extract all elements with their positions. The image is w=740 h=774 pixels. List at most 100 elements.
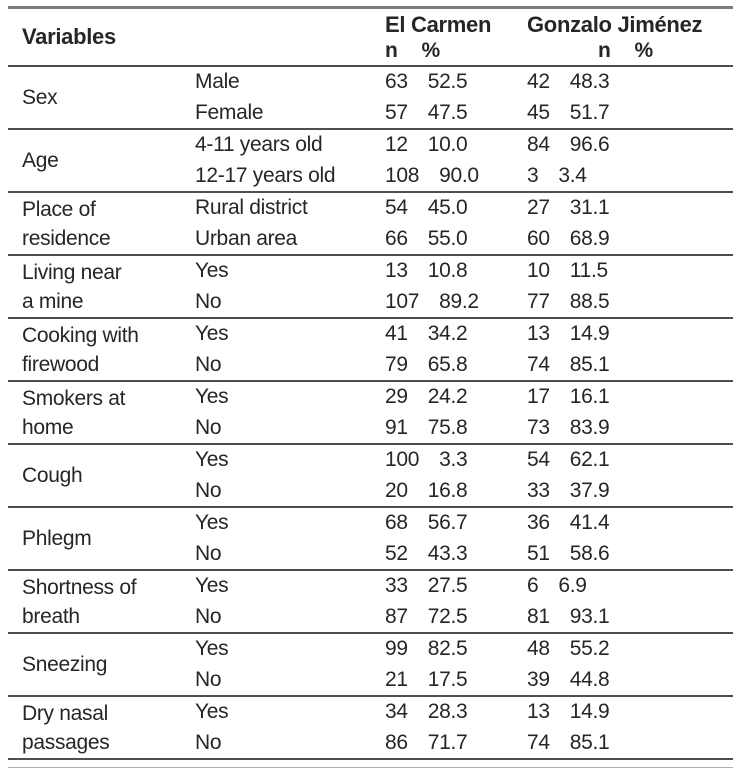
el-carmen-n-value: 57 [385,100,408,124]
variable-group: Sneezing Yes 99 82.5 48 55.2 No 21 17.5 39 44.8 [6,634,735,695]
category-cell: Yes [195,700,229,724]
table-row: No 21 17.5 39 44.8 [195,665,735,696]
header-gonzalo-jimenez-title: Gonzalo Jiménez [527,12,703,37]
gonzalo-jimenez-n-value: 33 [527,478,550,502]
category-cell: Yes [195,637,229,661]
category-cell: No [195,730,222,754]
gonzalo-jimenez-n-value: 77 [527,289,550,313]
variable-group: Shortness of breath Yes 33 27.5 6 6.9 No 87 72.5 8… [6,571,735,632]
el-carmen-cell: 108 90.0 [385,164,527,188]
el-carmen-pct-value: 3.3 [439,448,468,472]
variable-label-line: Sex [22,86,58,109]
table-header-row: Variables El Carmen n % Gonzalo Jiménez … [6,9,735,65]
gonzalo-jimenez-pct-value: 58.6 [569,541,610,565]
el-carmen-pct-value: 24.2 [427,385,468,409]
variable-group-rows: Yes 99 82.5 48 55.2 No 21 17.5 39 44.8 [195,634,735,695]
gonzalo-jimenez-n-value: 48 [527,637,550,661]
gonzalo-jimenez-pct-value: 83.9 [569,415,610,439]
table-row: No 20 16.8 33 37.9 [195,476,735,507]
gonzalo-jimenez-pct-value: 41.4 [569,511,610,535]
category-cell: Yes [195,385,229,409]
gonzalo-jimenez-cell: 74 85.1 [527,731,735,755]
gonzalo-jimenez-n-value: 74 [527,730,550,754]
variable-label-line: Cooking with [22,323,139,347]
el-carmen-n-value: 13 [385,259,408,283]
el-carmen-cell: 29 24.2 [385,385,527,409]
table-row: No 52 43.3 51 58.6 [195,539,735,570]
variable-group: Sex Male 63 52.5 42 48.3 Female 57 47.5 45 51.7 [6,67,735,128]
variable-group-rows: Yes 68 56.7 36 41.4 No 52 43.3 51 58.6 [195,508,735,569]
el-carmen-cell: 12 10.0 [385,133,527,157]
table-row: Yes 33 27.5 6 6.9 [195,571,735,602]
table-row: 4-11 years old 12 10.0 84 96.6 [195,130,735,161]
group-separator-rule [8,443,733,445]
gonzalo-jimenez-n-value: 39 [527,667,550,691]
header-el-carmen-title: El Carmen [385,12,492,37]
el-carmen-cell: 63 52.5 [385,70,527,94]
group-separator-rule [8,380,733,382]
table-row: Male 63 52.5 42 48.3 [195,67,735,98]
el-carmen-pct-value: 52.5 [427,70,468,94]
gonzalo-jimenez-n-value: 81 [527,604,550,628]
gonzalo-jimenez-n-value: 73 [527,415,550,439]
group-separator-rule [8,254,733,256]
category-cell: No [195,352,222,376]
gonzalo-jimenez-cell: 45 51.7 [527,101,735,125]
variable-label-line: Sneezing [22,653,108,676]
table-top-rule [8,6,733,9]
gonzalo-jimenez-n-value: 27 [527,196,550,220]
gonzalo-jimenez-pct-value: 96.6 [569,133,610,157]
variable-label: Sex [22,83,195,112]
gonzalo-jimenez-cell: 33 37.9 [527,479,735,503]
table-row: No 79 65.8 74 85.1 [195,350,735,381]
el-carmen-n-value: 33 [385,574,408,598]
variable-group: Cooking with firewood Yes 41 34.2 13 14.9 No 79 6… [6,319,735,380]
el-carmen-pct-value: 72.5 [427,604,468,628]
el-carmen-pct-value: 34.2 [427,322,468,346]
header-variables-label: Variables [22,24,116,49]
gonzalo-jimenez-pct-value: 14.9 [569,322,610,346]
el-carmen-cell: 41 34.2 [385,322,527,346]
gonzalo-jimenez-n-value: 60 [527,226,550,250]
el-carmen-pct-value: 10.0 [427,133,468,157]
gonzalo-jimenez-n-value: 74 [527,352,550,376]
el-carmen-cell: 107 89.2 [385,290,527,314]
variable-label-line: Place of [22,197,96,221]
header-group-gonzalo-jimenez: Gonzalo Jiménez n % [527,9,735,65]
gonzalo-jimenez-pct-value: 93.1 [569,604,610,628]
variable-label: Sneezing [22,650,195,679]
category-cell: Yes [195,322,229,346]
variable-group-rows: Male 63 52.5 42 48.3 Female 57 47.5 45 51.7 [195,67,735,128]
variable-group-rows: Yes 13 10.8 10 11.5 No 107 89.2 77 88.5 [195,256,735,317]
variable-label: Place of residence [22,195,195,253]
el-carmen-n-value: 20 [385,478,408,502]
el-carmen-cell: 86 71.7 [385,731,527,755]
variable-label: Cough [22,461,195,490]
el-carmen-n-value: 79 [385,352,408,376]
el-carmen-pct-value: 43.3 [427,541,468,565]
el-carmen-cell: 20 16.8 [385,479,527,503]
gonzalo-jimenez-cell: 3 3.4 [527,164,735,188]
el-carmen-cell: 21 17.5 [385,668,527,692]
category-cell: No [195,415,222,439]
variable-group-rows: Yes 29 24.2 17 16.1 No 91 75.8 73 83.9 [195,382,735,443]
group-separator-rule [8,317,733,319]
el-carmen-pct-value: 47.5 [427,100,468,124]
table-row: No 87 72.5 81 93.1 [195,602,735,633]
variable-group: Cough Yes 100 3.3 54 62.1 No 20 16.8 33 37.9 [6,445,735,506]
variable-group: Phlegm Yes 68 56.7 36 41.4 No 52 43.3 51 58.6 [6,508,735,569]
gonzalo-jimenez-n-value: 17 [527,385,550,409]
el-carmen-n-value: 108 [385,163,420,187]
el-carmen-n-value: 86 [385,730,408,754]
variable-group-rows: Yes 100 3.3 54 62.1 No 20 16.8 33 37.9 [195,445,735,506]
el-carmen-n-value: 29 [385,385,408,409]
el-carmen-n-value: 66 [385,226,408,250]
category-cell: Yes [195,448,229,472]
category-cell: Female [195,100,264,124]
el-carmen-pct-value: 89.2 [439,289,479,313]
category-cell: Rural district [195,196,308,220]
table-row: Yes 100 3.3 54 62.1 [195,445,735,476]
group-separator-rule [8,191,733,193]
el-carmen-n-value: 54 [385,196,408,220]
header-el-carmen-subheaders: n % [385,38,527,63]
